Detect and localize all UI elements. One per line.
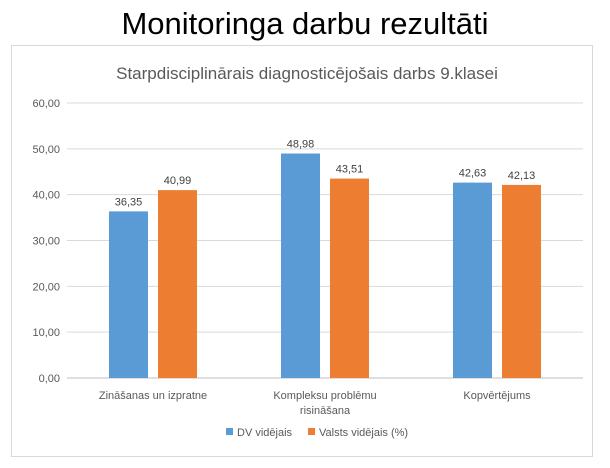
y-tick-label: 60,00 <box>32 98 60 110</box>
bars <box>109 153 541 378</box>
chart-title: Starpdisciplinārais diagnosticējošais da… <box>116 64 498 83</box>
legend-swatch <box>226 428 233 435</box>
category-label: Kopvērtējums <box>463 390 531 402</box>
y-tick-label: 40,00 <box>32 190 60 202</box>
bar-dv-1 <box>281 153 320 378</box>
data-label: 42,63 <box>459 168 487 180</box>
bar-dv-0 <box>109 211 148 378</box>
y-axis-ticks: 0,00 10,00 20,00 30,00 40,00 50,00 60,00 <box>32 98 60 385</box>
gridlines <box>67 102 583 379</box>
legend-swatch <box>308 428 316 435</box>
legend-label: DV vidējais <box>237 427 293 439</box>
category-label: risināšana <box>300 405 351 417</box>
legend-label: Valsts vidējais (%) <box>319 427 408 439</box>
bar-dv-2 <box>453 182 492 378</box>
y-tick-label: 30,00 <box>32 236 60 248</box>
bar-valsts-1 <box>330 178 369 378</box>
data-labels: 36,35 40,99 48,98 43,51 42,63 42,13 <box>115 139 536 209</box>
x-axis-categories: Zināšanas un izpratne Kompleksu problēmu r… <box>99 390 531 417</box>
y-tick-label: 0,00 <box>39 373 60 385</box>
category-label: Kompleksu problēmu <box>273 390 376 402</box>
bar-valsts-2 <box>502 184 541 378</box>
y-tick-label: 50,00 <box>32 144 60 156</box>
category-label: Zināšanas un izpratne <box>99 390 207 402</box>
legend: DV vidējais Valsts vidējais (%) <box>226 427 408 439</box>
y-tick-label: 10,00 <box>32 327 60 339</box>
bar-valsts-0 <box>158 190 197 378</box>
y-tick-label: 20,00 <box>32 281 60 293</box>
page-title: Monitoringa darbu rezultāti <box>121 6 489 41</box>
data-label: 43,51 <box>336 164 364 176</box>
data-label: 36,35 <box>115 196 143 208</box>
data-label: 40,99 <box>164 175 192 187</box>
data-label: 42,13 <box>508 170 536 182</box>
data-label: 48,98 <box>287 139 315 151</box>
